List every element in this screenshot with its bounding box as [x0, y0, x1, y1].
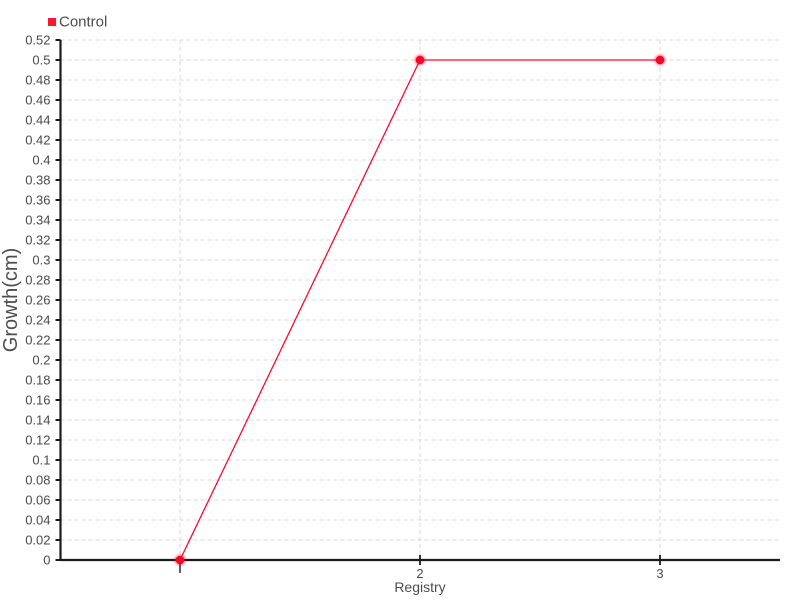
svg-text:0.12: 0.12 — [25, 433, 50, 448]
svg-text:0.42: 0.42 — [25, 133, 50, 148]
svg-text:0.5: 0.5 — [32, 53, 50, 68]
svg-text:0.06: 0.06 — [25, 493, 50, 508]
svg-text:0.16: 0.16 — [25, 393, 50, 408]
svg-text:0.14: 0.14 — [25, 413, 50, 428]
svg-text:0.34: 0.34 — [25, 213, 50, 228]
svg-text:0.4: 0.4 — [32, 153, 50, 168]
svg-text:0.18: 0.18 — [25, 373, 50, 388]
svg-text:0.02: 0.02 — [25, 533, 50, 548]
svg-text:0.36: 0.36 — [25, 193, 50, 208]
svg-text:0.24: 0.24 — [25, 313, 50, 328]
svg-text:0.26: 0.26 — [25, 293, 50, 308]
svg-text:Registry: Registry — [394, 579, 445, 595]
svg-text:0.38: 0.38 — [25, 173, 50, 188]
svg-text:0.08: 0.08 — [25, 473, 50, 488]
svg-text:0.3: 0.3 — [32, 253, 50, 268]
svg-text:0.28: 0.28 — [25, 273, 50, 288]
svg-text:0.32: 0.32 — [25, 233, 50, 248]
svg-text:3: 3 — [656, 566, 663, 581]
svg-text:0.2: 0.2 — [32, 353, 50, 368]
svg-text:Growth(cm): Growth(cm) — [0, 248, 22, 352]
svg-text:0.46: 0.46 — [25, 93, 50, 108]
svg-text:0.1: 0.1 — [32, 453, 50, 468]
svg-text:Control: Control — [59, 14, 107, 31]
svg-text:0.44: 0.44 — [25, 113, 50, 128]
svg-text:0.22: 0.22 — [25, 333, 50, 348]
svg-text:0.52: 0.52 — [25, 33, 50, 48]
svg-text:0: 0 — [43, 553, 50, 568]
svg-text:0.04: 0.04 — [25, 513, 50, 528]
svg-text:0.48: 0.48 — [25, 73, 50, 88]
